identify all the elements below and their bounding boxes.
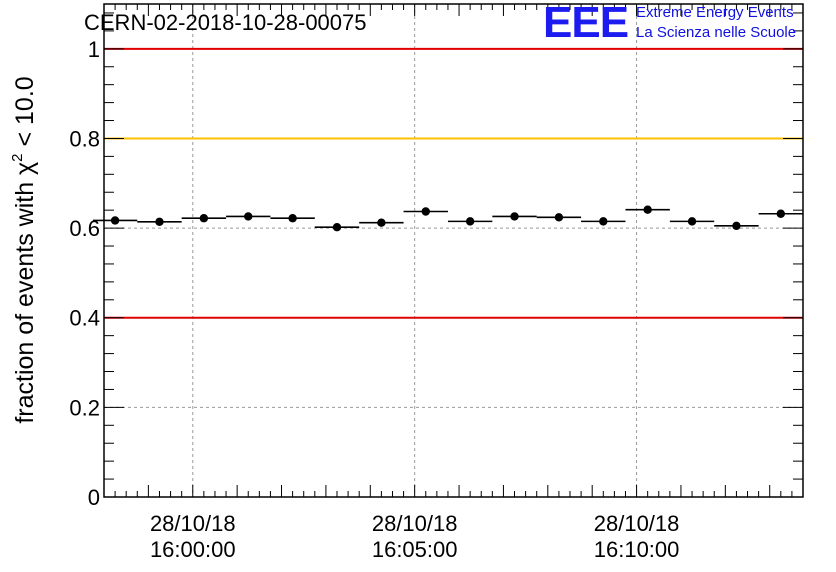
data-point [92, 216, 138, 225]
data-point [359, 218, 404, 227]
data-point [625, 205, 670, 214]
data-point-marker [732, 221, 741, 231]
chart-title: CERN-02-2018-10-28-00075 [84, 10, 367, 35]
tick-labels: 00.20.40.60.8128/10/1816:00:0028/10/1816… [69, 37, 679, 562]
data-point-marker [554, 213, 564, 222]
data-point-marker [776, 209, 786, 218]
data-point [270, 214, 315, 223]
data-point-marker [199, 214, 209, 223]
y-tick-label: 0 [88, 485, 100, 510]
x-tick-date: 28/10/18 [372, 511, 458, 536]
data-point [403, 207, 448, 216]
y-tick-label: 0.4 [69, 306, 100, 331]
data-point-marker [421, 207, 430, 216]
x-tick-time: 16:05:00 [372, 537, 458, 562]
data-point [714, 221, 759, 231]
data-point-marker [687, 217, 697, 226]
data-point [314, 222, 360, 232]
grid-lines [104, 4, 803, 497]
data-point-marker [332, 222, 342, 232]
data-point [137, 217, 182, 227]
y-tick-label: 0.8 [69, 126, 100, 151]
data-point [758, 209, 803, 218]
data-point [226, 212, 271, 221]
logo-mark: EEE [543, 0, 629, 47]
x-tick-time: 16:00:00 [150, 537, 236, 562]
eee-logo: EEE Extreme Energy Events La Scienza nel… [540, 0, 830, 47]
data-point-marker [244, 212, 253, 221]
reference-lines [104, 47, 803, 319]
plot-frame [103, 3, 804, 498]
x-tick-date: 28/10/18 [594, 511, 680, 536]
data-point [492, 212, 537, 221]
logo-line-2: La Scienza nelle Scuole [636, 24, 797, 41]
axes [103, 3, 804, 498]
data-series [92, 205, 803, 232]
data-point-marker [155, 217, 164, 227]
data-point-marker [465, 217, 475, 226]
y-tick-label: 0.2 [69, 395, 100, 420]
y-tick-label: 1 [88, 37, 100, 62]
data-point [669, 217, 715, 226]
data-point-marker [110, 216, 120, 225]
x-tick-time: 16:10:00 [594, 537, 680, 562]
data-point [181, 214, 227, 223]
data-point-marker [510, 212, 519, 221]
data-point-marker [288, 214, 297, 223]
data-point [536, 213, 582, 222]
data-point [581, 217, 626, 226]
y-axis-label: fraction of events with χ2 < 10.0 [9, 76, 39, 423]
data-point-marker [599, 217, 608, 226]
data-point-marker [643, 205, 652, 214]
data-point [447, 217, 493, 226]
logo-line-1: Extreme Energy Events [636, 4, 794, 21]
data-point-marker [377, 218, 386, 227]
x-tick-date: 28/10/18 [150, 511, 236, 536]
